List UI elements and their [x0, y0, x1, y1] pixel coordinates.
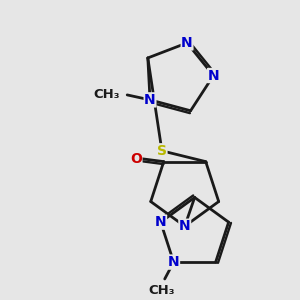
Text: O: O	[130, 152, 142, 166]
Text: N: N	[179, 219, 190, 233]
Text: CH₃: CH₃	[148, 284, 175, 297]
Text: CH₃: CH₃	[94, 88, 120, 101]
Text: S: S	[157, 144, 167, 158]
Text: N: N	[155, 215, 167, 229]
Text: N: N	[144, 93, 156, 107]
Text: N: N	[181, 36, 193, 50]
Text: N: N	[208, 68, 219, 83]
Text: N: N	[168, 255, 179, 269]
